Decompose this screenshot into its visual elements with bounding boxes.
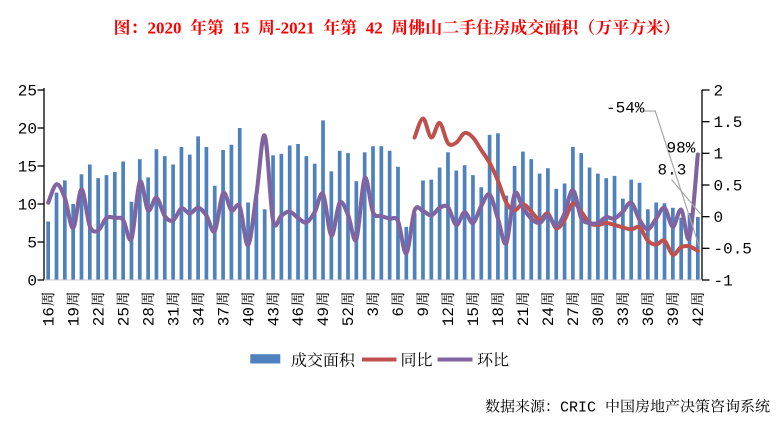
svg-text:0.5: 0.5	[714, 177, 743, 195]
svg-text:1: 1	[714, 146, 724, 164]
svg-text:42: 42	[366, 19, 383, 38]
svg-text:16: 16	[40, 307, 58, 326]
svg-text:2020: 2020	[148, 19, 182, 38]
svg-text:33: 33	[615, 307, 633, 326]
svg-text:3: 3	[365, 307, 383, 317]
svg-text:-0.5: -0.5	[714, 241, 752, 259]
svg-text:18: 18	[490, 307, 508, 326]
svg-text:36: 36	[640, 307, 658, 326]
svg-text:22: 22	[90, 307, 108, 326]
svg-text:CRIC: CRIC	[560, 400, 596, 417]
svg-text:43: 43	[265, 307, 283, 326]
svg-text:40: 40	[240, 307, 258, 326]
svg-text:15: 15	[465, 307, 483, 326]
svg-text:-2021: -2021	[275, 19, 315, 38]
svg-text:27: 27	[565, 307, 583, 326]
svg-text:46: 46	[290, 307, 308, 326]
svg-text:2: 2	[714, 82, 724, 100]
svg-text:5: 5	[27, 234, 37, 252]
svg-text:21: 21	[515, 307, 533, 326]
svg-text:19: 19	[65, 307, 83, 326]
svg-text:30: 30	[590, 307, 608, 326]
svg-text:10: 10	[18, 196, 37, 214]
svg-text:-54%: -54%	[606, 100, 645, 118]
svg-text:8.3: 8.3	[658, 162, 687, 180]
svg-text:98%: 98%	[667, 139, 696, 157]
svg-text:49: 49	[315, 307, 333, 326]
svg-text:31: 31	[165, 307, 183, 326]
svg-text:25: 25	[18, 82, 37, 100]
svg-text:15: 15	[18, 158, 37, 176]
svg-text:0: 0	[27, 272, 37, 290]
svg-text:37: 37	[215, 307, 233, 326]
svg-text:-1: -1	[714, 272, 733, 290]
svg-text:28: 28	[140, 307, 158, 326]
svg-text:9: 9	[415, 307, 433, 317]
svg-text:25: 25	[115, 307, 133, 326]
svg-text:0: 0	[714, 209, 724, 227]
svg-text:52: 52	[340, 307, 358, 326]
svg-text:34: 34	[190, 307, 208, 326]
svg-text:6: 6	[390, 307, 408, 317]
svg-text:15: 15	[233, 19, 250, 38]
svg-text:20: 20	[18, 120, 37, 138]
svg-text:1.5: 1.5	[714, 114, 743, 132]
svg-text:42: 42	[690, 307, 708, 326]
svg-text:39: 39	[665, 307, 683, 326]
svg-text:12: 12	[440, 307, 458, 326]
svg-text:24: 24	[540, 307, 558, 326]
